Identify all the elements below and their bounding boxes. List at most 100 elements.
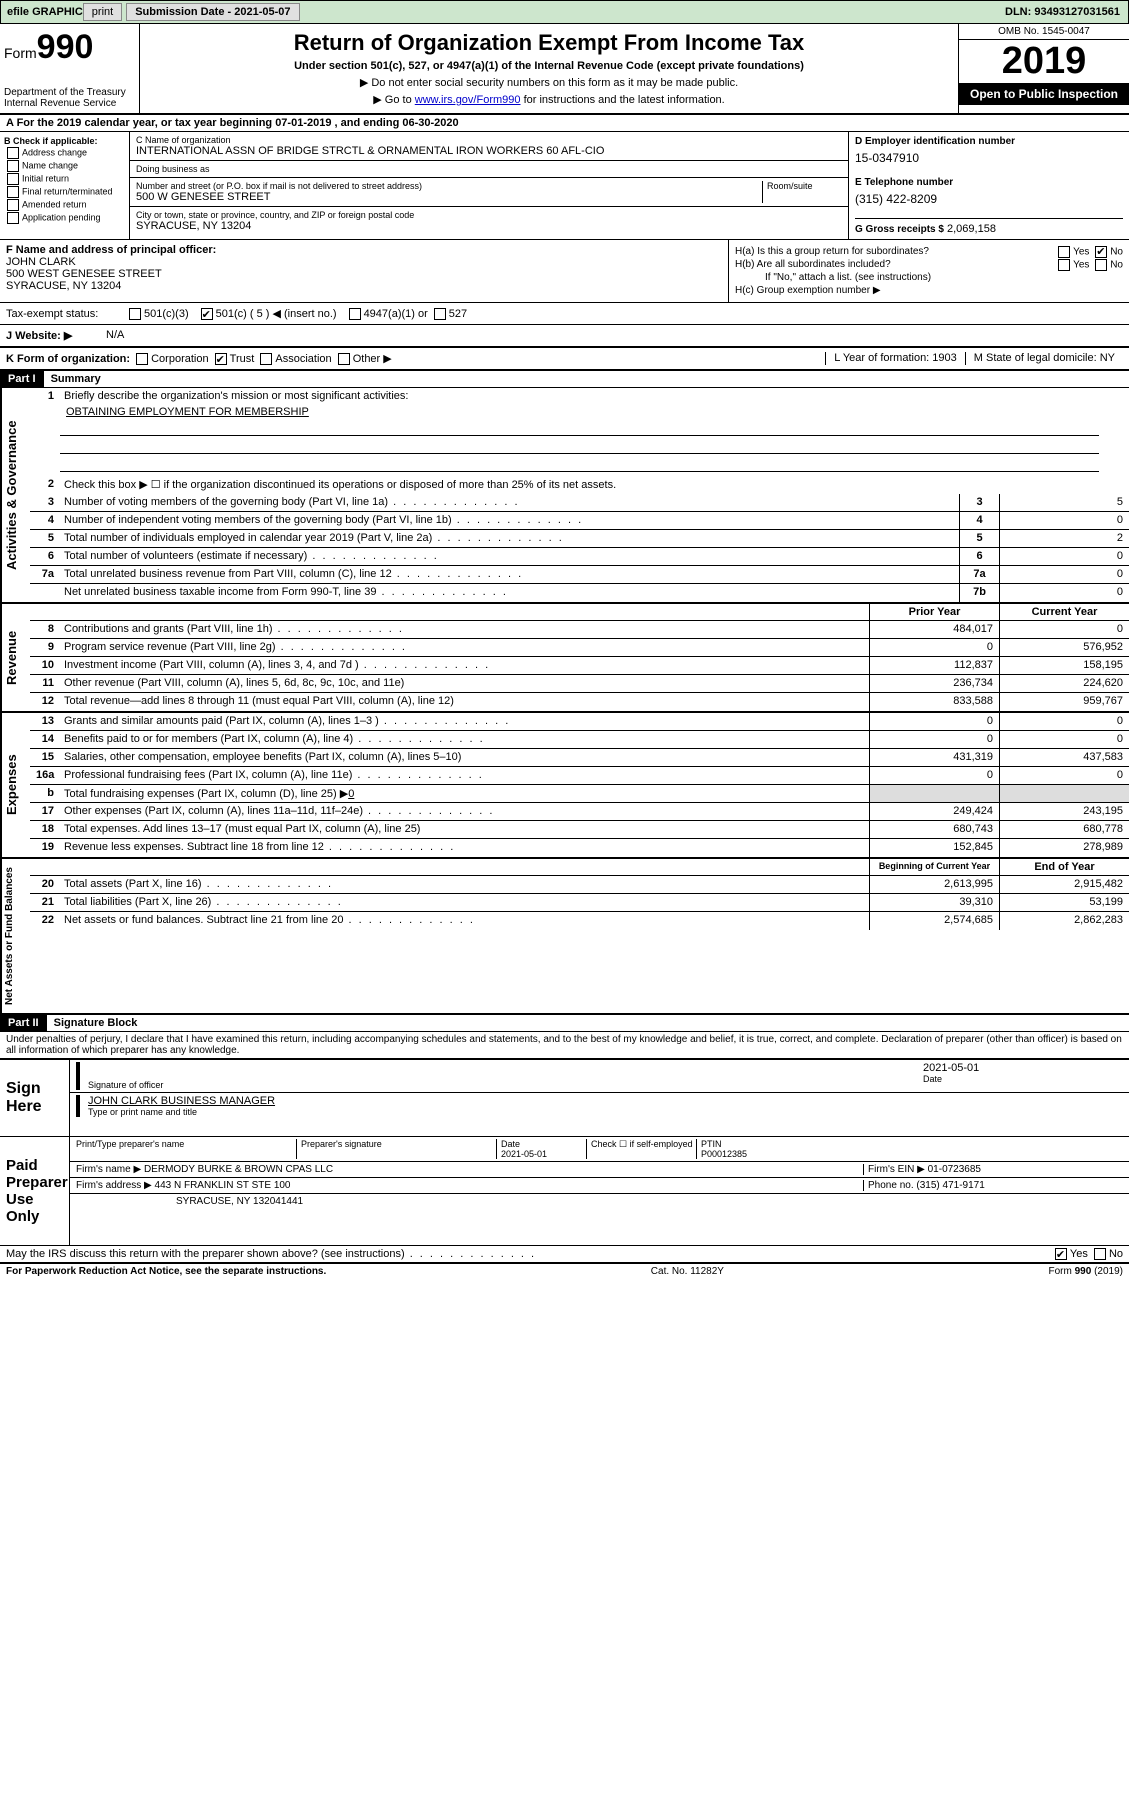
mission-text: OBTAINING EMPLOYMENT FOR MEMBERSHIP [30, 406, 1129, 418]
p19: 152,845 [869, 839, 999, 857]
prep-sig-label: Preparer's signature [296, 1139, 496, 1159]
phone-value: (315) 422-8209 [855, 192, 1123, 206]
firm-addr2: SYRACUSE, NY 132041441 [76, 1196, 1123, 1207]
website-label: J Website: ▶ [6, 329, 106, 342]
c17: 243,195 [999, 803, 1129, 820]
opt-corp: Corporation [151, 353, 208, 365]
h-b-note: If "No," attach a list. (see instruction… [735, 272, 1123, 283]
prep-date: Date2021-05-01 [496, 1139, 586, 1159]
form-subtitle: Under section 501(c), 527, or 4947(a)(1)… [146, 60, 952, 72]
side-revenue: Revenue [0, 604, 30, 711]
sig-date-label: Date [923, 1074, 1123, 1084]
opt-other: Other ▶ [353, 353, 392, 365]
firm-phone: Phone no. (315) 471-9171 [863, 1180, 1123, 1191]
h-b: H(b) Are all subordinates included? Yes … [735, 259, 1123, 270]
discuss-no[interactable] [1094, 1248, 1106, 1260]
form-footer: Form 990 (2019) [1049, 1266, 1123, 1277]
org-name: INTERNATIONAL ASSN OF BRIDGE STRCTL & OR… [136, 145, 842, 157]
val5: 2 [999, 530, 1129, 547]
chk-501c3[interactable] [129, 308, 141, 320]
opt-527: 527 [449, 308, 467, 320]
tax-year: 2019 [959, 40, 1129, 83]
box-d-e-g: D Employer identification number 15-0347… [849, 132, 1129, 239]
line6: Total number of volunteers (estimate if … [60, 548, 959, 565]
chk-trust[interactable] [215, 353, 227, 365]
chk-assoc[interactable] [260, 353, 272, 365]
discuss-yes[interactable] [1055, 1248, 1067, 1260]
dept-label: Department of the Treasury Internal Reve… [4, 87, 135, 109]
side-netassets: Net Assets or Fund Balances [0, 859, 30, 1013]
line15: Salaries, other compensation, employee b… [60, 749, 869, 766]
k-row: K Form of organization: Corporation Trus… [0, 348, 1129, 371]
chk-final-return[interactable]: Final return/terminated [4, 186, 125, 198]
tax-status-label: Tax-exempt status: [6, 308, 126, 320]
line11: Other revenue (Part VIII, column (A), li… [60, 675, 869, 692]
tax-status-row: Tax-exempt status: 501(c)(3) 501(c) ( 5 … [0, 303, 1129, 325]
c19: 278,989 [999, 839, 1129, 857]
officer-addr1: 500 WEST GENESEE STREET [6, 268, 722, 280]
chk-initial-return[interactable]: Initial return [4, 173, 125, 185]
chk-amended[interactable]: Amended return [4, 199, 125, 211]
line18: Total expenses. Add lines 13–17 (must eq… [60, 821, 869, 838]
year-formation: L Year of formation: 1903 [825, 352, 965, 365]
p15: 431,319 [869, 749, 999, 766]
form-prefix: Form [4, 45, 37, 61]
c18: 680,778 [999, 821, 1129, 838]
pra-notice: For Paperwork Reduction Act Notice, see … [6, 1266, 326, 1277]
opt-501c3: 501(c)(3) [144, 308, 189, 320]
chk-4947[interactable] [349, 308, 361, 320]
line7b: Net unrelated business taxable income fr… [60, 584, 959, 602]
cat-no: Cat. No. 11282Y [651, 1266, 724, 1277]
prior-year-hdr: Prior Year [869, 604, 999, 620]
sig-date: 2021-05-01 [923, 1062, 1123, 1074]
p14: 0 [869, 731, 999, 748]
box-f: F Name and address of principal officer:… [0, 240, 729, 302]
perjury-text: Under penalties of perjury, I declare th… [0, 1032, 1129, 1058]
gross-label: G Gross receipts $ [855, 224, 944, 235]
website-row: J Website: ▶ N/A [0, 325, 1129, 348]
name-label: C Name of organization [136, 135, 842, 145]
c11: 224,620 [999, 675, 1129, 692]
p9: 0 [869, 639, 999, 656]
chk-application-pending[interactable]: Application pending [4, 212, 125, 224]
print-button[interactable]: print [83, 3, 122, 21]
e21: 53,199 [999, 894, 1129, 911]
mission-line [60, 440, 1099, 454]
line16a: Professional fundraising fees (Part IX, … [60, 767, 869, 784]
k-label: K Form of organization: [6, 353, 130, 365]
irs-link[interactable]: www.irs.gov/Form990 [415, 94, 521, 106]
line2: Check this box ▶ ☐ if the organization d… [60, 476, 1129, 494]
phone-label: E Telephone number [855, 177, 1123, 188]
line3: Number of voting members of the governin… [60, 494, 959, 511]
note-ssn: ▶ Do not enter social security numbers o… [146, 76, 952, 89]
c16a: 0 [999, 767, 1129, 784]
governance-section: Activities & Governance 1Briefly describ… [0, 388, 1129, 604]
sign-here-label: Sign Here [0, 1060, 70, 1136]
line21: Total liabilities (Part X, line 26) [60, 894, 869, 911]
chk-501c[interactable] [201, 308, 213, 320]
officer-addr2: SYRACUSE, NY 13204 [6, 280, 722, 292]
line20: Total assets (Part X, line 16) [60, 876, 869, 893]
chk-corp[interactable] [136, 353, 148, 365]
submission-date-button[interactable]: Submission Date - 2021-05-07 [126, 3, 299, 21]
revenue-section: Revenue Prior YearCurrent Year 8Contribu… [0, 604, 1129, 713]
prep-ptin: PTINP00012385 [696, 1139, 1123, 1159]
chk-name-change[interactable]: Name change [4, 160, 125, 172]
chk-527[interactable] [434, 308, 446, 320]
end-year-hdr: End of Year [999, 859, 1129, 875]
f-label: F Name and address of principal officer: [6, 244, 722, 256]
chk-address-change[interactable]: Address change [4, 147, 125, 159]
box-c: C Name of organization INTERNATIONAL ASS… [130, 132, 849, 239]
b22: 2,574,685 [869, 912, 999, 930]
box-b: B Check if applicable: Address change Na… [0, 132, 130, 239]
val6: 0 [999, 548, 1129, 565]
c10: 158,195 [999, 657, 1129, 674]
form-header: Form990 Department of the Treasury Inter… [0, 24, 1129, 115]
dba-label: Doing business as [136, 164, 842, 174]
h-a: H(a) Is this a group return for subordin… [735, 246, 1123, 257]
netassets-section: Net Assets or Fund Balances Beginning of… [0, 859, 1129, 1015]
chk-other[interactable] [338, 353, 350, 365]
prep-name-label: Print/Type preparer's name [76, 1139, 296, 1159]
discuss-row: May the IRS discuss this return with the… [0, 1246, 1129, 1264]
opt-assoc: Association [275, 353, 331, 365]
